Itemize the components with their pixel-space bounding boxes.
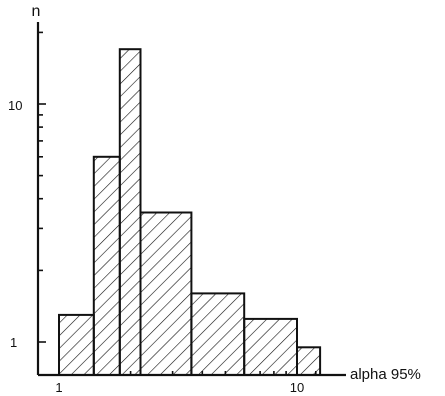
histogram-bar <box>190 292 246 376</box>
y-axis-ticks <box>38 31 46 343</box>
y-axis-label: n <box>32 3 41 20</box>
histogram-bar <box>139 211 193 376</box>
x-axis-ticks <box>58 367 317 375</box>
y-tick-label-1: 1 <box>10 335 17 350</box>
x-tick-label-10: 10 <box>290 380 304 395</box>
histogram-bar <box>118 48 142 376</box>
histogram-bars <box>58 48 322 376</box>
histogram-bar <box>58 313 95 376</box>
histogram-bar <box>243 317 298 376</box>
x-axis-label: alpha 95% <box>350 366 421 383</box>
y-tick-label-10: 10 <box>8 98 22 113</box>
histogram-bar <box>92 155 121 376</box>
histogram-bar <box>296 346 322 376</box>
x-tick-label-1: 1 <box>55 380 62 395</box>
